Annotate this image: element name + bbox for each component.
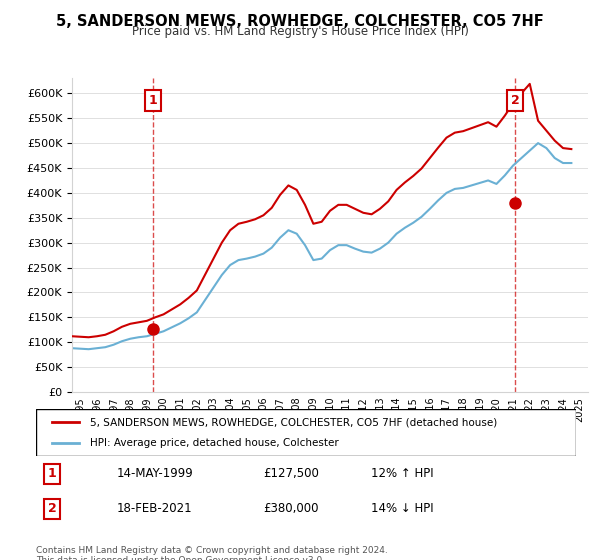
Text: Contains HM Land Registry data © Crown copyright and database right 2024.
This d: Contains HM Land Registry data © Crown c… bbox=[36, 546, 388, 560]
Text: 18-FEB-2021: 18-FEB-2021 bbox=[117, 502, 193, 515]
Text: 5, SANDERSON MEWS, ROWHEDGE, COLCHESTER, CO5 7HF: 5, SANDERSON MEWS, ROWHEDGE, COLCHESTER,… bbox=[56, 14, 544, 29]
Text: Price paid vs. HM Land Registry's House Price Index (HPI): Price paid vs. HM Land Registry's House … bbox=[131, 25, 469, 38]
Text: 14-MAY-1999: 14-MAY-1999 bbox=[117, 468, 194, 480]
Text: 2: 2 bbox=[511, 94, 520, 107]
Text: £127,500: £127,500 bbox=[263, 468, 319, 480]
Text: 1: 1 bbox=[149, 94, 157, 107]
Text: 2: 2 bbox=[48, 502, 56, 515]
Text: 1: 1 bbox=[48, 468, 56, 480]
Text: 14% ↓ HPI: 14% ↓ HPI bbox=[371, 502, 433, 515]
Text: 5, SANDERSON MEWS, ROWHEDGE, COLCHESTER, CO5 7HF (detached house): 5, SANDERSON MEWS, ROWHEDGE, COLCHESTER,… bbox=[90, 417, 497, 427]
Text: 12% ↑ HPI: 12% ↑ HPI bbox=[371, 468, 433, 480]
FancyBboxPatch shape bbox=[36, 409, 576, 456]
Text: HPI: Average price, detached house, Colchester: HPI: Average price, detached house, Colc… bbox=[90, 438, 339, 448]
Text: £380,000: £380,000 bbox=[263, 502, 318, 515]
